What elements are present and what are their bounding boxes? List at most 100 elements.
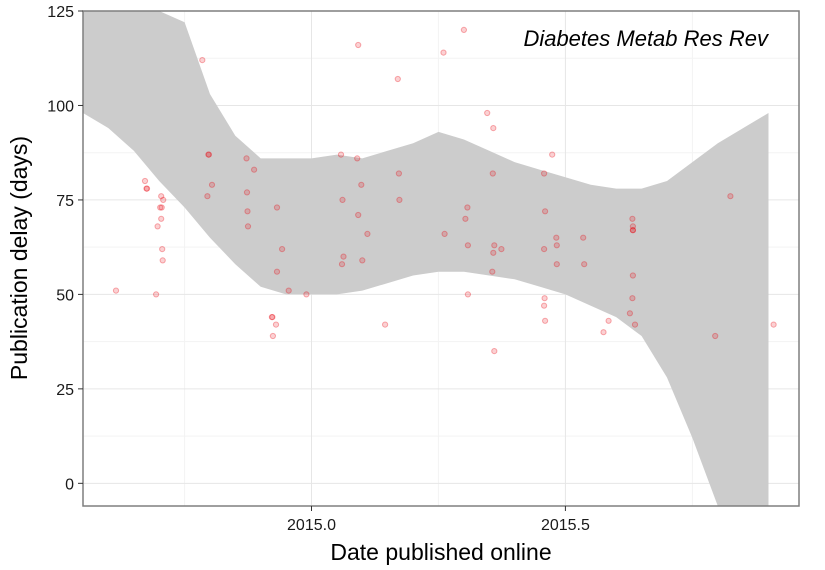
- data-point: [770, 321, 777, 328]
- data-point: [541, 246, 548, 253]
- data-point: [712, 332, 719, 340]
- data-point: [340, 253, 347, 260]
- data-point: [160, 196, 167, 203]
- data-point: [158, 193, 165, 200]
- y-tick-label: 25: [56, 382, 74, 399]
- data-point: [440, 49, 447, 56]
- data-point: [541, 295, 548, 302]
- data-point: [491, 348, 498, 355]
- data-point: [541, 302, 548, 309]
- data-point: [355, 41, 362, 49]
- data-point: [251, 166, 258, 173]
- confidence-band-group: [83, 11, 769, 506]
- data-point: [490, 249, 497, 256]
- data-point: [629, 227, 637, 234]
- data-point: [464, 291, 471, 298]
- data-point: [542, 208, 549, 215]
- y-tick-label: 0: [65, 476, 74, 493]
- data-point: [143, 185, 150, 192]
- data-point: [279, 246, 286, 253]
- y-axis-title: Publication delay (days): [6, 136, 32, 380]
- data-point: [626, 310, 634, 317]
- data-point: [244, 223, 252, 230]
- data-point: [112, 287, 120, 294]
- data-point: [498, 246, 505, 253]
- data-point: [462, 215, 469, 222]
- data-point: [382, 321, 389, 328]
- data-point: [158, 204, 165, 211]
- data-point: [157, 204, 164, 211]
- data-point: [549, 151, 556, 158]
- y-tick-label: 125: [47, 4, 74, 21]
- data-point: [273, 268, 281, 275]
- data-point: [553, 234, 560, 241]
- data-point: [629, 272, 637, 279]
- y-tick-label: 75: [56, 193, 74, 210]
- data-point: [338, 261, 346, 268]
- data-point: [141, 177, 149, 185]
- data-point: [629, 227, 637, 234]
- y-axis: 0 25 50 75 100 125: [47, 4, 83, 493]
- data-point: [484, 109, 491, 117]
- data-point: [205, 151, 212, 158]
- data-point: [303, 291, 310, 298]
- data-point: [489, 170, 496, 177]
- data-points: [112, 26, 777, 355]
- data-point: [553, 261, 560, 268]
- data-point: [358, 181, 365, 188]
- data-point: [158, 215, 165, 222]
- data-point: [605, 317, 612, 324]
- y-tick-label: 100: [47, 98, 74, 115]
- data-point: [269, 332, 276, 340]
- data-point: [364, 230, 371, 237]
- data-point: [244, 208, 251, 215]
- data-point: [205, 151, 212, 158]
- chart-annotation: Diabetes Metab Res Rev: [523, 26, 770, 51]
- data-point: [159, 246, 166, 253]
- x-axis: 2015.0 2015.5: [287, 506, 590, 534]
- data-point: [396, 196, 403, 203]
- data-point: [199, 57, 206, 64]
- data-point: [208, 181, 216, 188]
- data-point: [600, 329, 607, 336]
- confidence-band: [83, 11, 769, 506]
- data-point: [489, 268, 496, 275]
- data-point: [204, 193, 211, 200]
- data-point: [542, 317, 549, 324]
- x-axis-title: Date published online: [330, 539, 551, 565]
- data-point: [580, 234, 587, 241]
- data-point: [269, 314, 276, 321]
- data-point: [727, 193, 734, 200]
- plot-border: [82, 10, 800, 507]
- data-point: [154, 223, 161, 230]
- data-point: [441, 230, 448, 237]
- data-point: [490, 125, 497, 132]
- data-point: [243, 189, 251, 196]
- data-point: [273, 204, 281, 211]
- x-tick-label: 2015.5: [541, 517, 590, 534]
- data-point: [268, 314, 275, 321]
- data-point: [159, 257, 166, 264]
- data-point: [143, 185, 151, 192]
- data-point: [153, 291, 160, 298]
- data-point: [629, 215, 636, 222]
- data-point: [541, 170, 548, 177]
- data-point: [272, 321, 280, 328]
- data-point: [394, 75, 401, 83]
- data-point: [243, 155, 250, 162]
- data-point: [337, 151, 345, 158]
- data-point: [631, 321, 639, 328]
- data-point: [285, 287, 292, 294]
- data-point: [339, 196, 346, 203]
- data-point: [355, 211, 362, 219]
- x-tick-label: 2015.0: [287, 517, 336, 534]
- data-point: [395, 170, 402, 177]
- data-point: [629, 295, 636, 302]
- data-point: [354, 155, 361, 162]
- data-point: [359, 257, 366, 264]
- data-point: [491, 242, 498, 249]
- data-point: [629, 223, 637, 230]
- data-point: [464, 242, 471, 249]
- data-point: [553, 242, 560, 249]
